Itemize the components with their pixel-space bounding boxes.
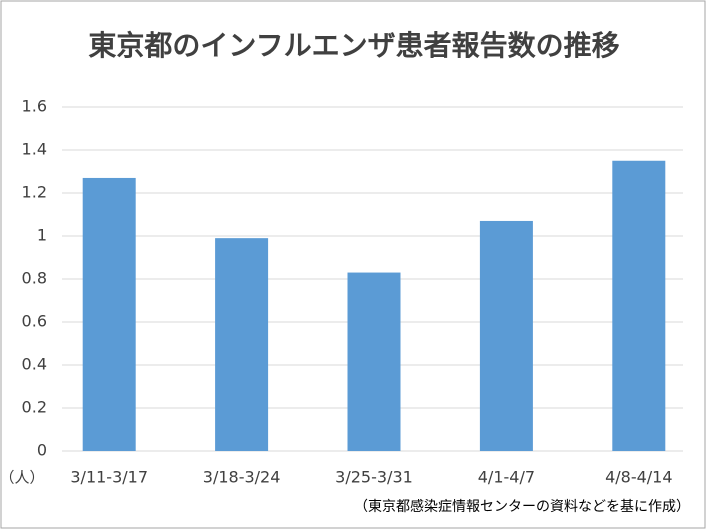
x-tick-label: 4/8-4/14 <box>605 468 672 487</box>
x-tick-label: 3/11-3/17 <box>70 468 148 487</box>
x-tick-label: 4/1-4/7 <box>478 468 535 487</box>
bar <box>215 238 269 451</box>
y-tick-label: 0.4 <box>22 355 47 374</box>
bar <box>479 220 533 451</box>
y-tick-label: 0.2 <box>22 398 47 417</box>
bar <box>612 160 666 451</box>
y-tick-label: 0.6 <box>22 312 47 331</box>
y-tick-label: 0 <box>37 441 47 460</box>
y-tick-label: 0.8 <box>22 269 47 288</box>
bar <box>347 272 401 451</box>
y-tick-label: 1 <box>37 226 47 245</box>
x-tick-label: 3/25-3/31 <box>335 468 413 487</box>
x-tick-label: 3/18-3/24 <box>203 468 281 487</box>
y-tick-label: 1.2 <box>22 183 47 202</box>
y-tick-label: 1.6 <box>22 97 47 116</box>
y-tick-label: 1.4 <box>22 140 47 159</box>
y-unit: （人） <box>0 469 45 487</box>
bar <box>82 177 136 451</box>
source-note: （東京都感染症情報センターの資料などを基に作成） <box>354 498 690 515</box>
chart-title: 東京都のインフルエンザ患者報告数の推移 <box>88 29 619 62</box>
